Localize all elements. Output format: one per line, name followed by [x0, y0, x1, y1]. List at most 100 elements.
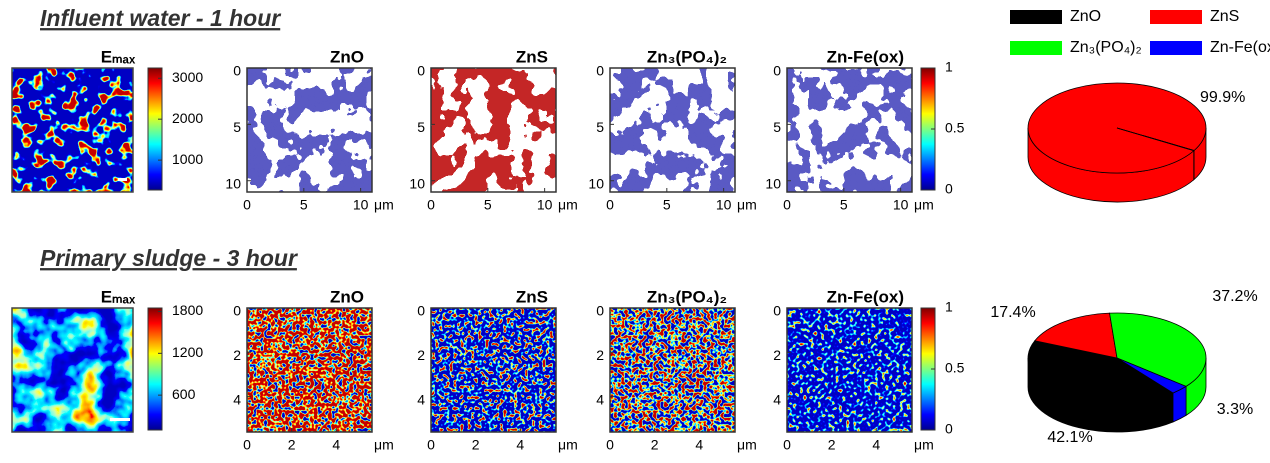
map-title: ZnS	[516, 287, 548, 306]
colorbar-tick-label: 1800	[172, 302, 203, 318]
map-frame	[786, 307, 913, 433]
y-tick-label: 5	[417, 119, 425, 135]
y-tick-label: 4	[233, 391, 241, 407]
pie-value-label: 3.3%	[1217, 401, 1253, 418]
x-tick-label: 10	[716, 197, 732, 213]
y-tick-label: 10	[225, 175, 241, 191]
y-tick-label: 2	[417, 347, 425, 363]
x-unit: μm	[737, 437, 757, 453]
x-tick-label: 10	[537, 197, 553, 213]
scale-bar	[118, 178, 127, 181]
colorbar-tick-label: 2000	[172, 110, 203, 126]
x-tick-label: 0	[783, 197, 791, 213]
y-tick-label: 4	[773, 391, 781, 407]
x-unit: μm	[558, 437, 578, 453]
pie-slice	[1034, 312, 1118, 359]
y-tick-label: 4	[596, 391, 604, 407]
colorbar-tick-label: 600	[172, 386, 196, 402]
map-frame	[786, 67, 913, 193]
map-frame	[609, 67, 736, 193]
y-tick-label: 5	[773, 119, 781, 135]
pie-slice	[1116, 357, 1187, 394]
x-tick-label: 0	[783, 437, 791, 453]
map-title: Zn₃(PO₄)₂	[647, 287, 727, 306]
y-tick-label: 0	[233, 303, 241, 319]
x-tick-label: 2	[288, 437, 296, 453]
map-frame	[430, 67, 557, 193]
y-tick-label: 2	[596, 347, 604, 363]
x-tick-label: 4	[872, 437, 880, 453]
x-tick-label: 5	[484, 197, 492, 213]
legend-label: Zn-Fe(ox)	[1210, 39, 1270, 56]
x-tick-label: 4	[695, 437, 703, 453]
emax-label: Eₘₐₓ	[101, 47, 136, 66]
y-tick-label: 2	[773, 347, 781, 363]
y-tick-label: 0	[233, 63, 241, 79]
x-tick-label: 2	[472, 437, 480, 453]
colorbar-tick-label: 3000	[172, 69, 203, 85]
y-tick-label: 10	[765, 175, 781, 191]
x-tick-label: 5	[663, 197, 671, 213]
x-tick-label: 0	[606, 437, 614, 453]
x-unit: μm	[558, 197, 578, 213]
legend-swatch	[1150, 41, 1202, 55]
legend-label: ZnS	[1210, 8, 1239, 25]
y-tick-label: 10	[409, 175, 425, 191]
x-tick-label: 0	[243, 437, 251, 453]
y-tick-label: 2	[233, 347, 241, 363]
pie-slice	[1109, 312, 1207, 387]
x-unit: μm	[374, 437, 394, 453]
map-image	[247, 308, 372, 432]
y-tick-label: 0	[773, 303, 781, 319]
pie-value-label: 37.2%	[1212, 288, 1257, 305]
x-unit: μm	[374, 197, 394, 213]
map-title: Zn₃(PO₄)₂	[647, 47, 727, 66]
colorbar-tick-label: 0.5	[945, 120, 965, 136]
y-tick-label: 0	[596, 63, 604, 79]
map-frame	[430, 307, 557, 433]
emax-label: Eₘₐₓ	[101, 287, 136, 306]
x-tick-label: 0	[427, 437, 435, 453]
legend-label: Zn₃(PO₄)₂	[1070, 39, 1142, 56]
map-image	[247, 68, 372, 192]
map-title: Zn-Fe(ox)	[827, 47, 904, 66]
y-tick-label: 0	[596, 303, 604, 319]
emax-frame	[11, 307, 134, 433]
section-title: Influent water - 1 hour	[40, 5, 281, 31]
x-unit: μm	[914, 197, 934, 213]
x-tick-label: 2	[651, 437, 659, 453]
legend-swatch	[1010, 41, 1062, 55]
pie-value-label: 42.1%	[1047, 429, 1092, 446]
x-tick-label: 5	[300, 197, 308, 213]
emax-image	[12, 308, 133, 432]
x-tick-label: 4	[516, 437, 524, 453]
emax-frame	[11, 67, 134, 193]
x-tick-label: 0	[606, 197, 614, 213]
pie-slice	[1027, 82, 1207, 174]
x-tick-label: 2	[828, 437, 836, 453]
legend-label: ZnO	[1070, 8, 1101, 25]
x-tick-label: 10	[893, 197, 909, 213]
colorbar-tick-label: 0.5	[945, 360, 965, 376]
x-tick-label: 10	[353, 197, 369, 213]
map-title: ZnS	[516, 47, 548, 66]
colorbar-tick-label: 1200	[172, 344, 203, 360]
scale-bar	[110, 418, 130, 421]
y-tick-label: 4	[417, 391, 425, 407]
map-image	[610, 308, 735, 432]
map-image	[431, 308, 556, 432]
map-title: Zn-Fe(ox)	[827, 287, 904, 306]
colorbar-tick-label: 0	[945, 421, 953, 437]
pie-slice	[1027, 340, 1174, 404]
map-frame	[246, 307, 373, 433]
colorbar-tick-label: 0	[945, 181, 953, 197]
map-title: ZnO	[330, 287, 364, 306]
map-image	[431, 68, 556, 192]
map-frame	[609, 307, 736, 433]
map-image	[787, 68, 912, 192]
colorbar-tick-label: 1	[945, 299, 953, 315]
section-title: Primary sludge - 3 hour	[40, 245, 298, 271]
x-tick-label: 0	[243, 197, 251, 213]
map-title: ZnO	[330, 47, 364, 66]
